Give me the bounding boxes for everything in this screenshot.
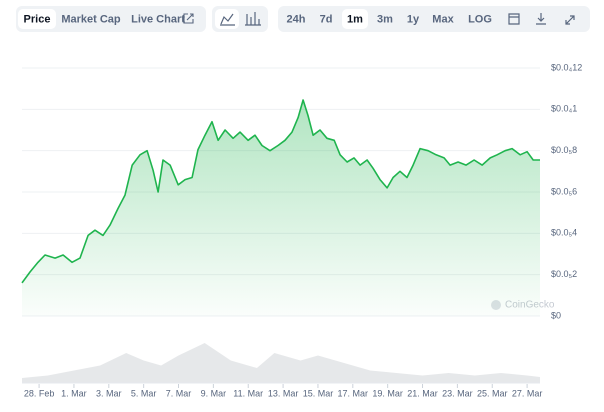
y-tick-label: $0.0₅6	[551, 186, 577, 196]
volume-area	[22, 343, 540, 383]
tab-group	[16, 6, 206, 32]
x-tick-label: 21. Mar	[407, 388, 438, 398]
tab-active-bg	[18, 9, 56, 29]
range-button[interactable]: LOG	[468, 13, 492, 25]
x-tick-label: 9. Mar	[201, 388, 227, 398]
y-tick-label: $0.0₅4	[551, 228, 577, 238]
line-icon	[220, 13, 235, 26]
range-button[interactable]: 1m	[347, 13, 363, 25]
x-tick-label: 17. Mar	[338, 388, 369, 398]
external-link-icon	[183, 13, 194, 24]
x-tick-label: 15. Mar	[303, 388, 334, 398]
y-tick-label: $0	[551, 310, 561, 320]
candle-icon[interactable]	[245, 12, 261, 26]
calendar-icon[interactable]	[508, 13, 520, 25]
price-line	[21, 99, 540, 284]
x-tick-label: 5. Mar	[131, 388, 157, 398]
x-tick-label: 3. Mar	[96, 388, 122, 398]
x-tick-label: 27. Mar	[512, 388, 543, 398]
x-tick-label: 23. Mar	[442, 388, 473, 398]
y-tick-label: $0.0₄12	[551, 62, 582, 72]
range-active-bg	[342, 9, 368, 29]
line-chart-button[interactable]	[215, 9, 239, 29]
tab[interactable]: Market Cap	[61, 13, 121, 25]
range-button[interactable]: 3m	[377, 13, 393, 25]
x-tick-label: 11. Mar	[233, 388, 263, 398]
range-button[interactable]: 7d	[320, 13, 333, 25]
y-tick-label: $0.0₅8	[551, 145, 577, 155]
download-icon[interactable]	[536, 13, 546, 25]
x-tick-label: 25. Mar	[477, 388, 508, 398]
x-tick-label: 28. Feb	[24, 388, 55, 398]
expand-icon[interactable]	[565, 15, 575, 25]
x-tick-label: 13. Mar	[268, 388, 299, 398]
range-button[interactable]: 1y	[407, 13, 420, 25]
y-tick-label: $0.0₄1	[551, 104, 577, 114]
x-tick-label: 1. Mar	[61, 388, 87, 398]
tab[interactable]: Price	[24, 13, 51, 25]
x-tick-label: 19. Mar	[372, 388, 403, 398]
x-tick-label: 7. Mar	[166, 388, 192, 398]
price-area	[22, 100, 540, 316]
tab[interactable]: Live Chart	[131, 13, 185, 25]
range-button[interactable]: Max	[432, 13, 454, 25]
range-button[interactable]: 24h	[287, 13, 306, 25]
y-tick-label: $0.0₅2	[551, 269, 577, 279]
